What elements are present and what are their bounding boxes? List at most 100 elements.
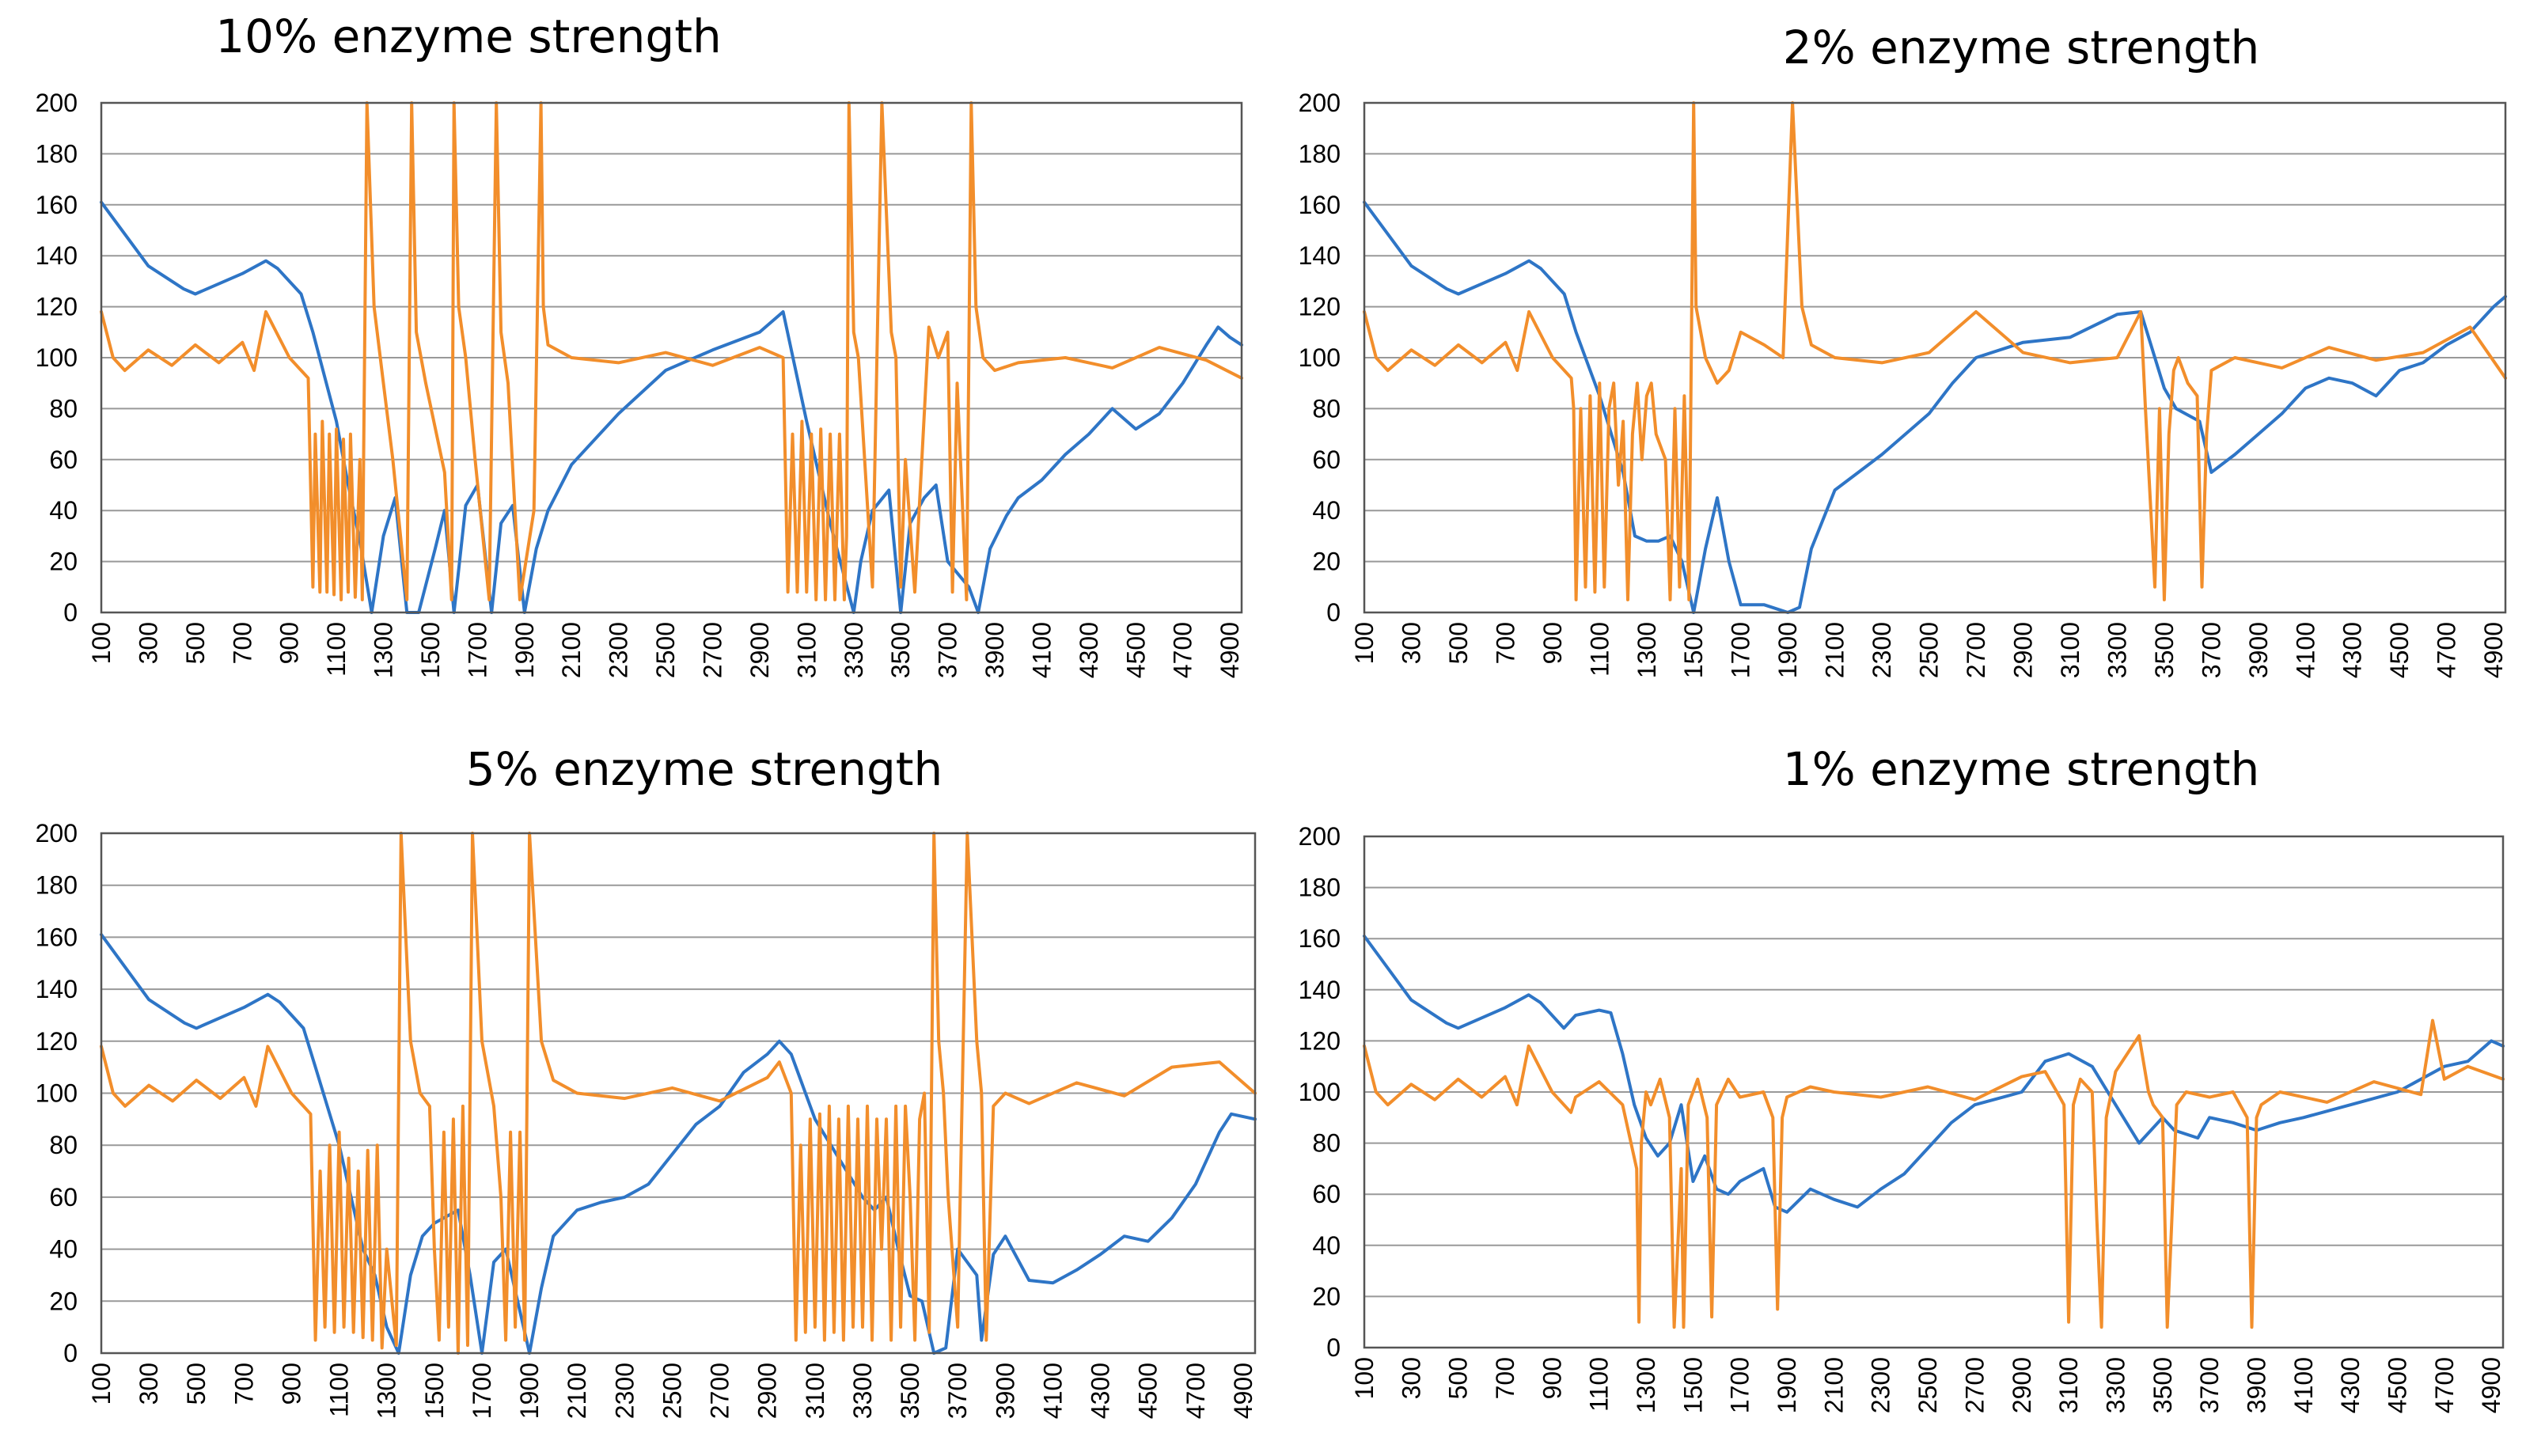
chart-title: 2% enzyme strength [1783, 21, 2260, 74]
x-tick-label: 3100 [801, 1363, 829, 1419]
y-tick-label: 200 [36, 819, 78, 847]
x-tick-label: 2500 [1915, 622, 1944, 678]
y-tick-label: 120 [1299, 293, 1341, 321]
y-tick-label: 0 [1326, 1333, 1341, 1362]
y-tick-label: 60 [1312, 1180, 1341, 1208]
y-tick-label: 180 [36, 139, 78, 168]
x-tick-label: 100 [87, 622, 116, 664]
x-tick-label: 300 [1397, 1357, 1425, 1399]
y-tick-label: 80 [1312, 1129, 1341, 1158]
x-tick-label: 2900 [2008, 1357, 2036, 1413]
x-tick-label: 3300 [2101, 1357, 2130, 1413]
x-tick-label: 1500 [420, 1363, 449, 1419]
y-tick-label: 40 [49, 1235, 78, 1264]
x-tick-label: 500 [181, 622, 210, 664]
x-tick-label: 1300 [373, 1363, 401, 1419]
x-tick-label: 2700 [698, 622, 726, 678]
y-tick-label: 60 [49, 446, 78, 474]
chart-panel-1pct: 1% enzyme strength 0 20 40 60 80 100 120 140 160 1… [1263, 728, 2526, 1456]
y-tick-label: 40 [1312, 496, 1341, 525]
x-tick-label: 3900 [980, 622, 1009, 678]
y-tick-label: 180 [36, 871, 78, 900]
x-tick-label: 2900 [753, 1363, 782, 1419]
x-tick-label: 1300 [370, 622, 398, 678]
x-tick-label: 4900 [2479, 622, 2508, 678]
x-tick-label: 2300 [610, 1363, 639, 1419]
x-tick-label: 900 [1538, 622, 1567, 664]
x-tick-label: 1700 [1726, 1357, 1754, 1413]
x-tick-label: 3700 [2197, 622, 2225, 678]
y-tick-label: 80 [1312, 394, 1341, 423]
chart-title: 10% enzyme strength [215, 9, 721, 63]
x-tick-label: 1900 [510, 622, 539, 678]
x-tick-label: 1900 [1773, 622, 1802, 678]
y-tick-label: 120 [36, 1027, 78, 1056]
y-tick-label: 200 [36, 89, 78, 117]
x-tick-label: 3300 [840, 622, 868, 678]
x-tick-label: 1100 [1585, 1357, 1614, 1412]
x-tick-label: 4300 [1087, 1363, 1115, 1419]
y-tick-label: 40 [1312, 1231, 1341, 1260]
x-tick-label: 3700 [934, 622, 962, 678]
x-tick-label: 700 [228, 622, 256, 664]
x-tick-label: 2700 [1962, 622, 1990, 678]
y-tick-label: 60 [1312, 446, 1341, 474]
x-tick-label: 1900 [1773, 1357, 1801, 1413]
y-tick-label: 100 [1299, 1078, 1341, 1106]
x-tick-label: 300 [1397, 622, 1425, 664]
chart-svg-1: 2% enzyme strength 0 20 40 60 80 100 120 140 160 1… [1299, 21, 2509, 678]
x-tick-label: 4900 [2477, 1357, 2505, 1413]
x-tick-label: 700 [1491, 622, 1519, 664]
x-tick-label: 4900 [1216, 622, 1244, 678]
y-tick-label: 60 [49, 1183, 78, 1211]
x-tick-label: 300 [134, 622, 162, 664]
x-tick-label: 4300 [1075, 622, 1103, 678]
y-tick-label: 100 [1299, 343, 1341, 372]
series-line-orange [1363, 1018, 2505, 1329]
x-tick-label: 2300 [605, 622, 633, 678]
x-tick-label: 2300 [1868, 622, 1896, 678]
plot-frame [100, 832, 1257, 1355]
y-tick-label: 180 [1299, 874, 1341, 902]
x-tick-label: 4100 [1027, 622, 1056, 678]
x-tick-label: 1900 [515, 1363, 544, 1419]
x-tick-label: 100 [1350, 622, 1379, 664]
x-tick-label: 2700 [1960, 1357, 1989, 1413]
y-tick-label: 160 [36, 191, 78, 219]
y-tick-label: 160 [1299, 924, 1341, 953]
x-tick-label: 1500 [1679, 622, 1708, 678]
x-tick-label: 700 [229, 1363, 258, 1405]
x-tick-label: 3500 [2149, 1357, 2177, 1413]
x-tick-label: 1500 [1678, 1357, 1707, 1413]
x-tick-label: 3300 [2103, 622, 2131, 678]
plot-frame [1363, 101, 2507, 614]
y-tick-label: 200 [1299, 89, 1341, 117]
x-tick-label: 1500 [416, 622, 445, 678]
y-tick-label: 160 [36, 923, 78, 951]
y-tick-label: 120 [1299, 1026, 1341, 1055]
y-tick-label: 0 [1326, 598, 1341, 627]
y-tick-label: 100 [36, 343, 78, 372]
x-tick-label: 4500 [1121, 622, 1150, 678]
x-tick-label: 3900 [2244, 622, 2273, 678]
x-tick-label: 4100 [1038, 1363, 1067, 1419]
x-tick-label: 1300 [1633, 622, 1661, 678]
y-tick-label: 140 [36, 975, 78, 1003]
chart-title: 5% enzyme strength [466, 742, 943, 796]
chart-svg-0: 10% enzyme strength 0 20 40 60 80 100 120 140 160… [36, 9, 1245, 678]
x-tick-label: 3700 [2195, 1357, 2224, 1413]
x-tick-label: 100 [87, 1363, 116, 1405]
x-tick-label: 2900 [745, 622, 774, 678]
x-tick-label: 1100 [322, 622, 351, 677]
x-tick-label: 2100 [563, 1363, 591, 1419]
x-tick-label: 3900 [991, 1363, 1019, 1419]
x-tick-label: 3100 [792, 622, 821, 678]
x-tick-label: 3500 [886, 622, 915, 678]
x-tick-label: 3300 [848, 1363, 877, 1419]
x-tick-label: 4100 [2291, 622, 2319, 678]
x-tick-label: 300 [135, 1363, 163, 1405]
x-tick-label: 2900 [2008, 622, 2037, 678]
x-tick-label: 4500 [2385, 622, 2414, 678]
y-tick-label: 40 [49, 496, 78, 525]
x-tick-label: 900 [275, 622, 304, 664]
